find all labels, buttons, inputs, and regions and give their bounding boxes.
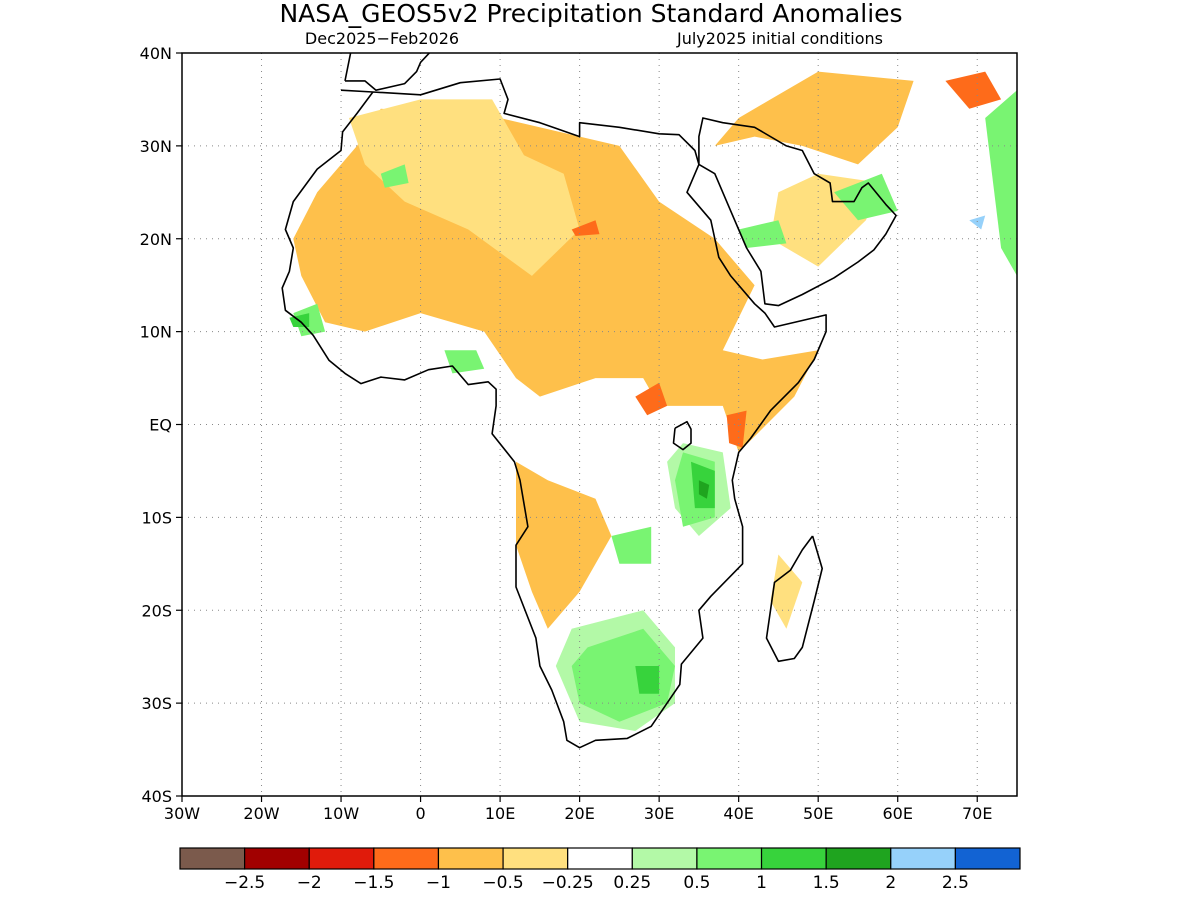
colorbar-swatch (696, 847, 763, 870)
colorbar-swatch (760, 847, 827, 870)
lon-tick-label: 70E (962, 804, 992, 823)
initial-conditions-label: July2025 initial conditions (676, 29, 883, 48)
colorbar-swatch (567, 847, 633, 870)
iberia-coastline (344, 53, 431, 91)
lake-victoria-outline (672, 420, 692, 451)
lon-tick-label: 0 (415, 804, 425, 823)
lat-tick-label: 40S (141, 787, 172, 806)
lon-tick-label: 10E (485, 804, 515, 823)
lat-tick-label: 20N (140, 230, 172, 249)
anomaly-region-7 (726, 410, 747, 448)
anomaly-region-1 (516, 461, 612, 629)
colorbar-label: 0.25 (613, 873, 651, 893)
colorbar-label: −2.5 (224, 873, 265, 893)
lat-tick-label: 30S (141, 694, 172, 713)
colorbar: −2.5 −2 −1.5 −1 −0.5 −0.25 0.25 0.5 1 1.5 2 2.5 (179, 847, 1021, 893)
colorbar-label: 2 (885, 873, 896, 893)
lon-tick-label: 30W (164, 804, 200, 823)
colorbar-swatch (437, 847, 504, 870)
lat-tick-label: 10S (141, 508, 172, 527)
forecast-period-label: Dec2025−Feb2026 (305, 29, 459, 48)
lon-tick-label: 50E (803, 804, 833, 823)
colorbar-label: −1 (426, 873, 451, 893)
lat-tick-label: EQ (149, 416, 172, 435)
colorbar-label: 1.5 (813, 873, 840, 893)
lon-tick-label: 10W (323, 804, 359, 823)
anomaly-shading-layer (289, 71, 1017, 731)
anomaly-region-9 (945, 71, 1002, 109)
colorbar-swatch (179, 847, 246, 870)
anomaly-region-15 (444, 350, 485, 374)
colorbar-swatch (890, 847, 956, 870)
colorbar-swatch (244, 847, 310, 870)
anomaly-region-18 (985, 90, 1017, 276)
anomaly-region-24 (698, 480, 710, 499)
lon-tick-label: 40E (723, 804, 753, 823)
colorbar-swatch (631, 847, 698, 870)
colorbar-label: −0.25 (542, 873, 594, 893)
colorbar-swatch (825, 847, 892, 870)
anomaly-region-17 (834, 173, 898, 221)
anomaly-region-3 (349, 99, 580, 276)
anomaly-region-5 (770, 554, 803, 629)
anomaly-region-19 (380, 164, 409, 188)
colorbar-label: −1.5 (353, 873, 394, 893)
lat-tick-label: 40N (140, 44, 172, 63)
colorbar-label: 1 (756, 873, 767, 893)
lon-tick-label: 20W (243, 804, 279, 823)
map-title: NASA_GEOS5v2 Precipitation Standard Anom… (279, 0, 902, 28)
lon-tick-label: 20E (564, 804, 594, 823)
lon-tick-label: 30E (644, 804, 674, 823)
africa-coastline (281, 78, 827, 749)
anomaly-region-22 (635, 666, 660, 694)
colorbar-swatch (954, 847, 1021, 870)
colorbar-swatch (308, 847, 375, 870)
plot-area (182, 53, 1017, 796)
arabia-coastline (698, 117, 897, 307)
colorbar-swatch (502, 847, 569, 870)
anomaly-region-2 (714, 71, 914, 165)
colorbar-label: 0.5 (683, 873, 710, 893)
anomaly-region-12 (571, 628, 675, 722)
colorbar-label: 2.5 (942, 873, 969, 893)
anomaly-region-16 (738, 220, 787, 248)
lat-tick-label: 30N (140, 137, 172, 156)
colorbar-swatch (373, 847, 440, 870)
lon-tick-label: 60E (882, 804, 912, 823)
lat-tick-label: 10N (140, 323, 172, 342)
coastline-layer (281, 53, 897, 749)
anomaly-region-25 (969, 215, 986, 230)
lat-tick-label: 20S (141, 601, 172, 620)
colorbar-label: −2 (297, 873, 322, 893)
madagascar-coastline (765, 535, 824, 663)
anomaly-region-20 (611, 526, 652, 564)
colorbar-label: −0.5 (482, 873, 523, 893)
anomaly-region-8 (571, 220, 600, 236)
